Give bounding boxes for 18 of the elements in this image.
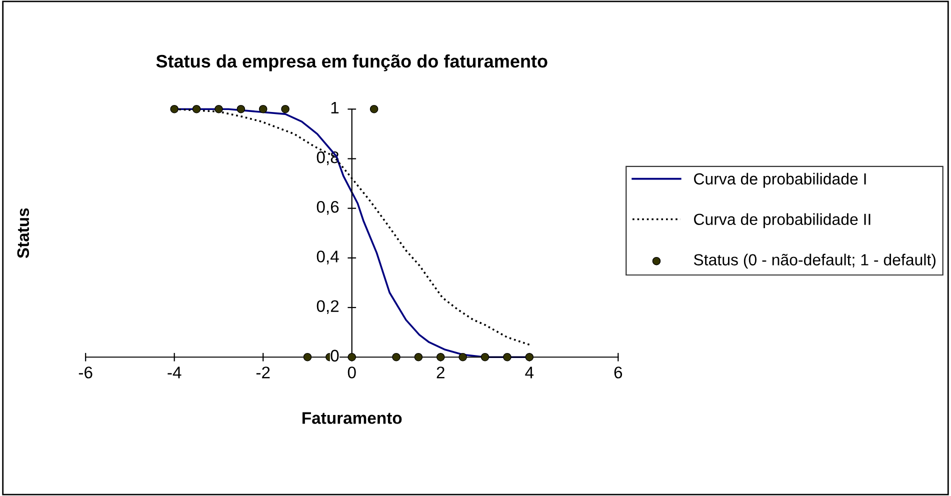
x-tick-label: -2	[256, 366, 270, 378]
y-axis-title: Status	[17, 208, 30, 258]
x-tick-label: 2	[436, 366, 444, 378]
x-tick-label: 0	[348, 366, 356, 378]
legend-label: Curva de probabilidade I	[694, 172, 866, 188]
y-tick-label: 1	[331, 102, 339, 114]
chart-title: Status da empresa em função do faturamento	[156, 54, 548, 72]
y-tick-label: 0	[330, 350, 339, 362]
x-axis-title: Faturamento	[302, 412, 402, 424]
y-tick-label: 0,6	[316, 200, 339, 215]
x-tick-label: 6	[614, 366, 622, 378]
legend-label: Curva de probabilidade II	[694, 213, 870, 228]
x-tick-label: 4	[525, 366, 534, 378]
legend-label: Status (0 - não-default; 1 - default)	[694, 254, 936, 269]
x-tick-label: -4	[168, 366, 182, 378]
y-tick-label: 0,2	[316, 300, 339, 314]
y-tick-label: 0,4	[316, 250, 339, 264]
x-tick-label: -6	[78, 366, 92, 378]
